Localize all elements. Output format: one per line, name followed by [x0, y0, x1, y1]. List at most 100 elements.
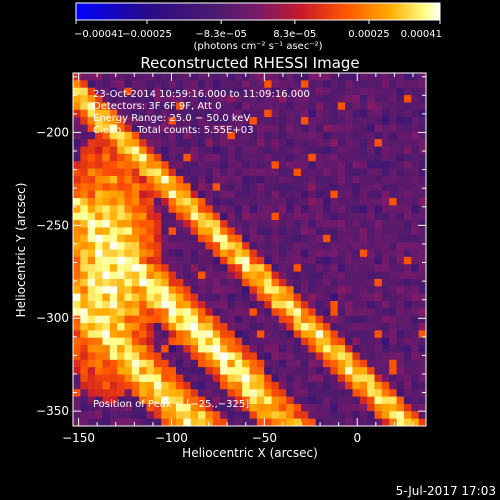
- heatmap-cell: [198, 256, 206, 265]
- heatmap-cell: [418, 102, 426, 111]
- heatmap-cell: [198, 418, 206, 426]
- heatmap-cell: [234, 183, 243, 192]
- heatmap-cell: [117, 227, 126, 236]
- heatmap-cell: [411, 95, 420, 104]
- heatmap-cell: [293, 117, 302, 126]
- heatmap-cell: [161, 102, 170, 111]
- heatmap-cell: [198, 95, 206, 104]
- heatmap-cell: [87, 87, 96, 96]
- heatmap-cell: [345, 359, 354, 368]
- heatmap-cell: [264, 367, 273, 376]
- heatmap-cell: [359, 161, 368, 170]
- heatmap-cell: [220, 286, 229, 295]
- heatmap-cell: [389, 190, 398, 199]
- heatmap-cell: [227, 389, 236, 398]
- heatmap-cell: [198, 87, 206, 96]
- heatmap-cell: [249, 234, 258, 243]
- heatmap-cell: [323, 198, 331, 206]
- heatmap-cell: [323, 374, 331, 383]
- heatmap-cell: [73, 124, 81, 133]
- heatmap-cell: [367, 80, 376, 89]
- heatmap-cell: [80, 359, 89, 368]
- heatmap-cell: [227, 315, 236, 324]
- heatmap-cell: [418, 256, 426, 265]
- heatmap-cell: [352, 308, 361, 317]
- heatmap-cell: [256, 220, 265, 229]
- heatmap-cell: [286, 256, 295, 265]
- heatmap-cell: [190, 212, 199, 221]
- heatmap-cell: [87, 381, 96, 390]
- heatmap-cell: [139, 367, 148, 376]
- heatmap-cell: [286, 242, 295, 251]
- heatmap-cell: [389, 337, 398, 346]
- heatmap-cell: [109, 190, 118, 199]
- heatmap-cell: [411, 337, 420, 346]
- heatmap-cell: [323, 212, 331, 221]
- heatmap-cell: [168, 168, 177, 177]
- heatmap-cell: [198, 242, 206, 251]
- heatmap-cell: [124, 73, 133, 81]
- heatmap-cell: [345, 220, 354, 229]
- heatmap-cell: [95, 102, 104, 111]
- heatmap-cell: [323, 124, 331, 133]
- heatmap-cell: [345, 293, 354, 302]
- heatmap-cell: [381, 73, 390, 81]
- heatmap-cell: [139, 345, 148, 354]
- heatmap-cell: [345, 131, 354, 140]
- heatmap-cell: [381, 205, 390, 214]
- heatmap-cell: [95, 234, 104, 243]
- heatmap-cell: [403, 256, 412, 265]
- heatmap-cell: [367, 87, 376, 96]
- heatmap-cell: [381, 352, 390, 361]
- heatmap-cell: [330, 403, 339, 412]
- heatmap-cell: [418, 374, 426, 383]
- heatmap-cell: [293, 131, 302, 140]
- heatmap-cell: [256, 73, 265, 81]
- heatmap-cell: [117, 337, 126, 346]
- heatmap-cell: [403, 205, 412, 214]
- heatmap-cell: [359, 102, 368, 111]
- heatmap-cell: [367, 131, 376, 140]
- heatmap-cell: [367, 300, 376, 309]
- heatmap-cell: [153, 242, 162, 251]
- heatmap-cell: [124, 190, 133, 199]
- heatmap-cell: [286, 418, 295, 426]
- heatmap-cell: [242, 256, 251, 265]
- heatmap-cell: [205, 286, 214, 295]
- heatmap-cell: [175, 396, 184, 405]
- heatmap-cell: [278, 278, 287, 287]
- heatmap-cell: [102, 381, 111, 390]
- heatmap-cell: [146, 234, 155, 243]
- heatmap-cell: [80, 308, 89, 317]
- heatmap-cell: [234, 102, 243, 111]
- heatmap-cell: [300, 73, 309, 81]
- heatmap-cell: [308, 418, 317, 426]
- heatmap-cell: [337, 87, 346, 96]
- heatmap-cell: [396, 117, 405, 126]
- heatmap-cell: [153, 146, 162, 155]
- heatmap-cell: [234, 175, 243, 184]
- heatmap-cell: [183, 109, 192, 118]
- heatmap-cell: [102, 264, 111, 273]
- heatmap-cell: [109, 389, 118, 398]
- heatmap-cell: [73, 300, 81, 309]
- heatmap-cell: [234, 308, 243, 317]
- heatmap-cell: [359, 286, 368, 295]
- heatmap-cell: [286, 308, 295, 317]
- heatmap-cell: [205, 367, 214, 376]
- heatmap-cell: [190, 367, 199, 376]
- heatmap-cell: [109, 300, 118, 309]
- heatmap-cell: [278, 80, 287, 89]
- heatmap-cell: [168, 337, 177, 346]
- heatmap-cell: [146, 286, 155, 295]
- heatmap-cell: [389, 87, 398, 96]
- heatmap-cell: [80, 249, 89, 258]
- heatmap-cell: [117, 271, 126, 280]
- heatmap-cell: [389, 359, 398, 368]
- heatmap-cell: [271, 168, 280, 177]
- heatmap-cell: [168, 139, 177, 148]
- heatmap-cell: [315, 220, 324, 229]
- heatmap-cell: [124, 234, 133, 243]
- x-tick-label: −150: [62, 431, 95, 445]
- heatmap-cell: [300, 323, 309, 331]
